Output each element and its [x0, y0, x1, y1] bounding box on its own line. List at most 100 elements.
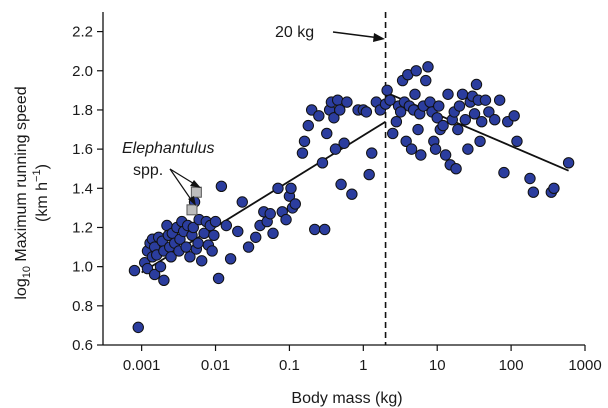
- data-point: [548, 182, 560, 194]
- highlight-arrowhead-2: [188, 196, 196, 206]
- data-point: [450, 163, 462, 175]
- y-tick-label: 0.8: [72, 298, 93, 315]
- data-point: [242, 241, 255, 253]
- data-point: [224, 253, 237, 265]
- y-axis-units-post: ): [34, 164, 51, 169]
- data-point: [331, 94, 344, 106]
- data-point: [321, 127, 333, 140]
- data-point: [264, 208, 276, 220]
- data-point: [236, 196, 248, 208]
- data-point: [470, 78, 483, 91]
- data-point: [318, 223, 331, 236]
- data-point: [154, 260, 167, 273]
- data-point: [187, 221, 199, 234]
- x-axis-title: Body mass (kg): [291, 390, 402, 407]
- y-tick-label: 2.0: [72, 63, 93, 80]
- data-point: [289, 198, 301, 210]
- threshold-label: 20 kg: [275, 24, 314, 41]
- data-point: [338, 137, 350, 149]
- data-point: [562, 157, 575, 169]
- x-tick-label: 0.01: [201, 357, 230, 374]
- data-point: [527, 186, 540, 198]
- elephantulus-label: Elephantulus: [122, 140, 215, 157]
- data-point: [272, 182, 284, 194]
- data-point: [267, 227, 279, 240]
- data-point: [346, 188, 358, 200]
- highlight-arrow-1: [169, 168, 197, 186]
- data-point: [366, 147, 378, 159]
- y-axis-title-subscript: 10: [21, 266, 33, 278]
- y-tick-label: 1.4: [72, 180, 93, 197]
- y-axis-units-pre: (km h: [34, 182, 51, 222]
- data-point: [132, 321, 144, 334]
- data-point: [329, 143, 342, 155]
- y-ticks: 0.6 0.8 1.0 1.2 1.4 1.6 1.8 2.0 2.2: [72, 24, 103, 354]
- data-point: [148, 268, 161, 281]
- data-point: [208, 229, 220, 242]
- data-point: [387, 127, 399, 140]
- data-point: [431, 112, 443, 124]
- data-point: [316, 157, 329, 169]
- highlight-point: [190, 186, 202, 198]
- data-point: [459, 114, 472, 126]
- data-point: [335, 178, 347, 191]
- y-tick-label: 0.6: [72, 337, 93, 354]
- x-tick-label: 100: [499, 357, 524, 374]
- data-point: [400, 135, 412, 147]
- data-point: [334, 104, 346, 116]
- data-point: [192, 237, 204, 249]
- highlight-points: [186, 186, 202, 216]
- data-point: [341, 96, 353, 108]
- x-tick-label: 1: [359, 357, 367, 374]
- data-point: [456, 88, 469, 100]
- data-point: [442, 88, 454, 100]
- data-point: [381, 84, 393, 97]
- data-point: [409, 88, 421, 100]
- data-point: [309, 223, 321, 236]
- y-tick-label: 2.2: [72, 24, 93, 41]
- y-tick-label: 1.6: [72, 141, 93, 158]
- data-point: [280, 213, 292, 226]
- data-point: [232, 225, 244, 238]
- data-point: [437, 119, 449, 132]
- data-point: [313, 110, 325, 122]
- y-axis-units: (km h−1): [31, 164, 51, 222]
- data-point: [165, 251, 177, 263]
- data-point: [439, 149, 452, 161]
- data-point: [489, 114, 501, 126]
- svg-text:(km h−1): (km h−1): [31, 164, 51, 222]
- data-point: [384, 94, 396, 106]
- x-ticks: 0.001 0.01 0.1 1 10 100 1000: [123, 345, 602, 374]
- data-point: [474, 135, 486, 147]
- data-point: [410, 65, 422, 77]
- data-point: [128, 264, 141, 277]
- data-point: [429, 143, 442, 155]
- data-point: [420, 74, 432, 87]
- data-point: [433, 100, 445, 112]
- data-point: [360, 106, 373, 118]
- y-axis-title-main: Maximum running speed: [13, 86, 30, 266]
- y-tick-label: 1.0: [72, 259, 93, 276]
- x-tick-label: 0.001: [123, 357, 161, 374]
- plot-area: 0.6 0.8 1.0 1.2 1.4 1.6 1.8 2.0 2.2 0.001 0.01 0.1…: [72, 12, 602, 374]
- x-tick-label: 10: [429, 357, 446, 374]
- data-point: [511, 135, 523, 147]
- data-point: [250, 231, 262, 243]
- data-point: [328, 112, 340, 124]
- data-point: [394, 106, 407, 118]
- highlight-point: [186, 204, 198, 216]
- data-point: [415, 149, 427, 161]
- data-point: [422, 61, 434, 73]
- data-point: [302, 119, 314, 132]
- x-tick-label: 0.1: [279, 357, 300, 374]
- data-point: [508, 110, 520, 122]
- threshold-arrowhead: [373, 33, 385, 42]
- data-point: [296, 147, 309, 159]
- highlight-arrowhead-1: [190, 180, 201, 188]
- data-point: [452, 123, 464, 136]
- data-point: [479, 94, 492, 106]
- data-point: [184, 251, 196, 263]
- data-point: [220, 219, 233, 232]
- data-points: [128, 61, 575, 334]
